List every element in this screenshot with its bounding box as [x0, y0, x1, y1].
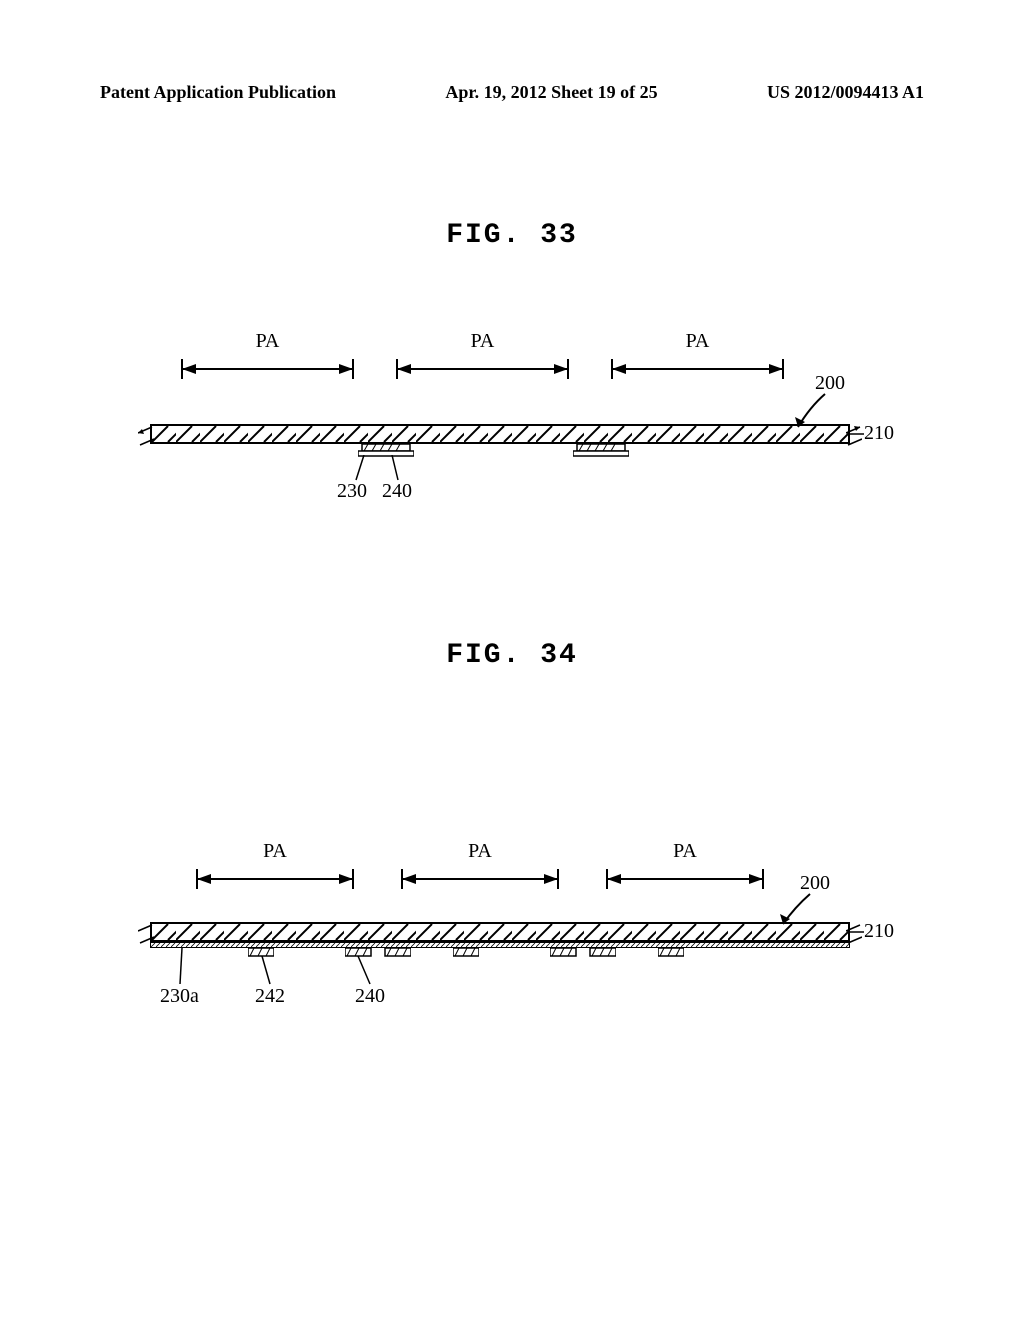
dimension-arrow-icon — [605, 867, 765, 891]
break-mark-icon — [138, 425, 154, 447]
ref-230a: 230a — [160, 985, 199, 1008]
detail-230-240 — [573, 444, 629, 458]
header-left: Patent Application Publication — [100, 82, 336, 103]
pa-bracket-1: PA — [195, 840, 355, 891]
pa-label: PA — [263, 840, 287, 863]
leader-line-icon — [850, 928, 866, 936]
leader-line-icon — [350, 956, 380, 988]
leader-line-icon — [172, 948, 192, 988]
pa-bracket-3: PA — [605, 840, 765, 891]
pa-bracket-2: PA — [395, 330, 570, 381]
fig33-diagram: PA PA PA 200 — [150, 330, 850, 490]
ref-240: 240 — [355, 985, 385, 1008]
leader-line-icon — [850, 430, 866, 438]
detail-242 — [658, 948, 684, 958]
ref-210: 210 — [864, 920, 894, 943]
ref-242: 242 — [255, 985, 285, 1008]
dimension-arrow-icon — [180, 357, 355, 381]
page-header: Patent Application Publication Apr. 19, … — [0, 82, 1024, 103]
dimension-arrow-icon — [195, 867, 355, 891]
fig34-title: FIG. 34 — [446, 640, 578, 671]
leader-line-icon — [258, 956, 278, 988]
dimension-arrow-icon — [610, 357, 785, 381]
fig33-title: FIG. 33 — [446, 220, 578, 251]
leader-line-icon — [350, 455, 410, 485]
pa-bracket-2: PA — [400, 840, 560, 891]
dimension-arrow-icon — [400, 867, 560, 891]
dimension-arrow-icon — [395, 357, 570, 381]
pa-label: PA — [673, 840, 697, 863]
pa-bracket-1: PA — [180, 330, 355, 381]
fig34-diagram: PA PA PA 200 — [150, 840, 850, 1010]
detail-242 — [453, 948, 479, 958]
pa-label: PA — [256, 330, 280, 353]
header-center: Apr. 19, 2012 Sheet 19 of 25 — [445, 82, 657, 103]
section-bar-210 — [150, 424, 850, 444]
pa-label: PA — [686, 330, 710, 353]
pa-bracket-3: PA — [610, 330, 785, 381]
section-bar-210 — [150, 922, 850, 942]
ref-210: 210 — [864, 422, 894, 445]
header-right: US 2012/0094413 A1 — [767, 82, 924, 103]
pa-label: PA — [468, 840, 492, 863]
pa-label: PA — [471, 330, 495, 353]
detail-240-pair — [550, 948, 616, 958]
